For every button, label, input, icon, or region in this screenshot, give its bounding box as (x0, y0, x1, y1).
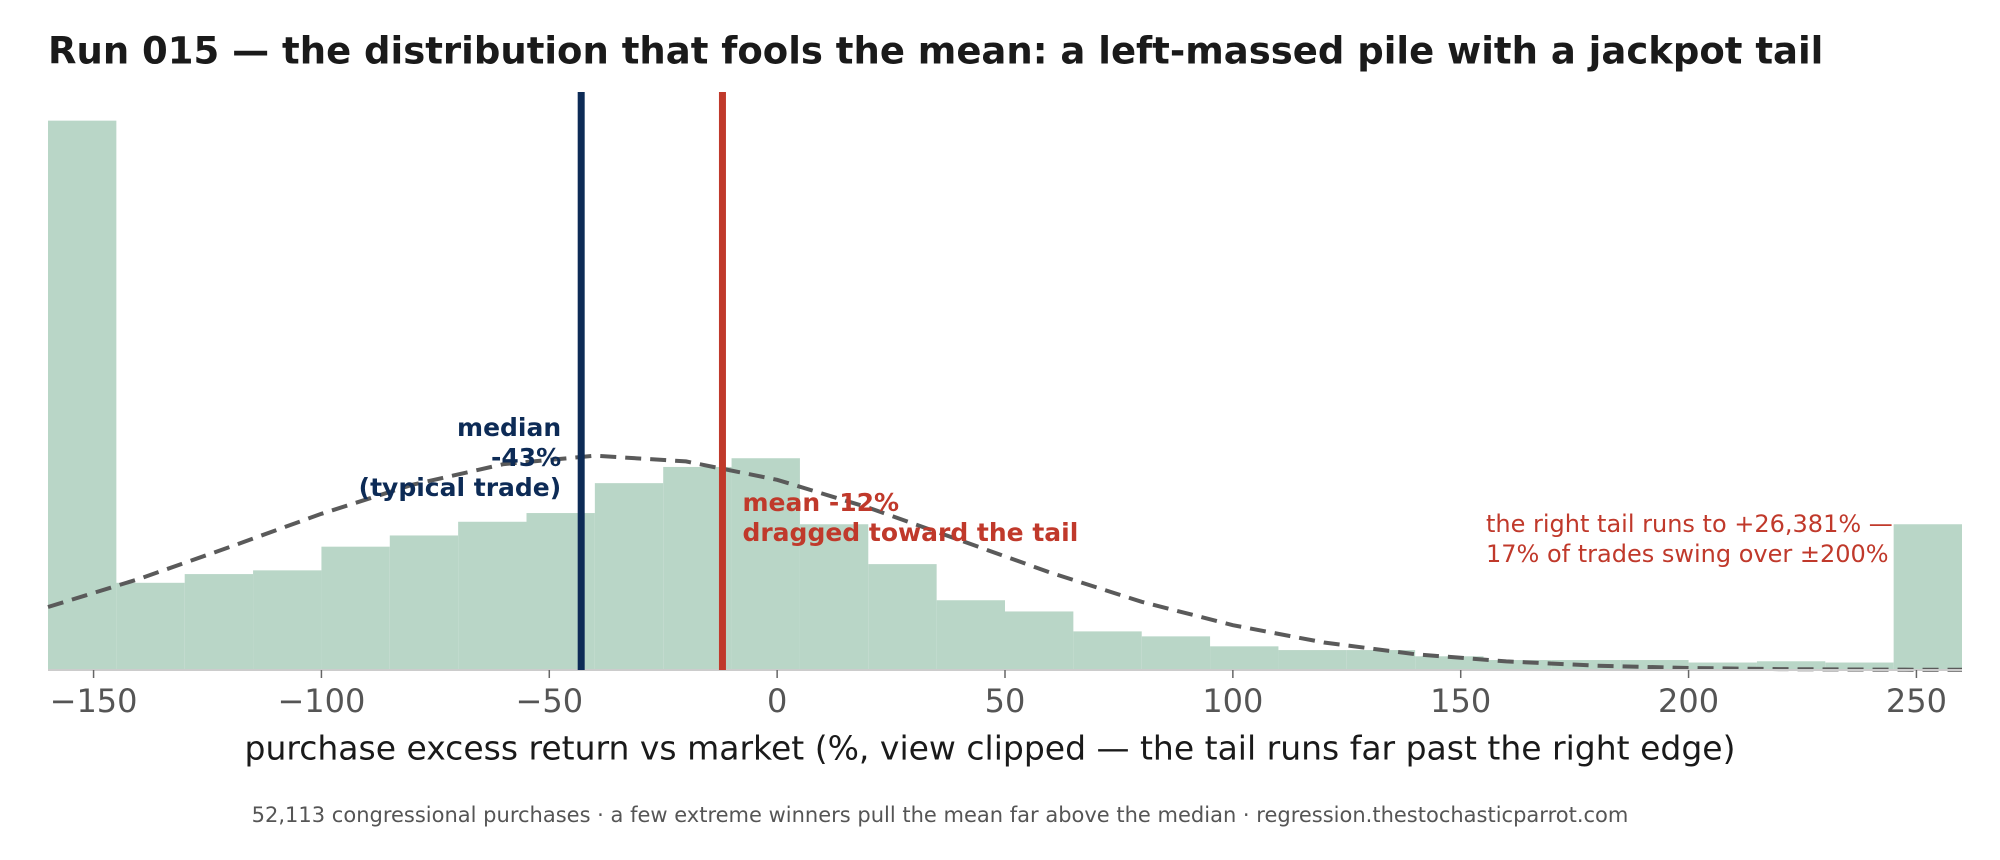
x-tick-label: 50 (985, 682, 1026, 720)
histogram-bar (1073, 631, 1142, 670)
histogram-bar (253, 570, 322, 670)
histogram-bar (1483, 660, 1552, 670)
histogram-bar (1415, 656, 1484, 670)
x-tick-label: 100 (1202, 682, 1263, 720)
histogram-bar (1005, 611, 1074, 670)
histogram-bar (1210, 646, 1279, 670)
footnote: 52,113 congressional purchases · a few e… (252, 803, 1629, 827)
histogram-bar (48, 120, 117, 670)
x-tick-label: −150 (50, 682, 138, 720)
histogram-bar (321, 546, 390, 670)
x-tick-label: 0 (767, 682, 787, 720)
histogram-bar (1141, 636, 1211, 670)
x-tick-label: 150 (1430, 682, 1491, 720)
histogram-bar (868, 564, 937, 670)
histogram-bar (1620, 660, 1689, 670)
histogram-bar (116, 582, 185, 670)
median-label: -43% (491, 443, 561, 472)
x-tick-label: −100 (277, 682, 365, 720)
mean-label: mean -12% (742, 488, 899, 517)
histogram-bar (594, 483, 664, 670)
x-tick-label: 200 (1658, 682, 1719, 720)
histogram-bar (936, 600, 1005, 670)
histogram-bar (458, 521, 527, 670)
histogram-bar (1825, 662, 1894, 670)
histogram-bar (389, 535, 459, 670)
chart-title: Run 015 — the distribution that fools th… (48, 30, 1823, 73)
tail-note: the right tail runs to +26,381% — (1486, 510, 1893, 538)
fit-curve (47, 453, 1963, 672)
histogram-bar (1893, 524, 1962, 670)
histogram-bar (731, 458, 800, 670)
histogram-bar (1756, 661, 1826, 670)
tail-note: 17% of trades swing over ±200% (1486, 540, 1889, 568)
histogram-bar (1688, 662, 1757, 670)
histogram-bar (799, 524, 869, 670)
x-tick-label: 250 (1886, 682, 1947, 720)
histogram-bar (1346, 650, 1416, 670)
x-axis-label: purchase excess return vs market (%, vie… (245, 729, 1736, 768)
x-tick-label: −50 (516, 682, 584, 720)
mean-label: dragged toward the tail (742, 518, 1078, 547)
histogram-bar (1278, 650, 1347, 670)
median-label: (typical trade) (359, 473, 562, 502)
median-label: median (457, 413, 561, 442)
histogram-bar (184, 574, 254, 670)
